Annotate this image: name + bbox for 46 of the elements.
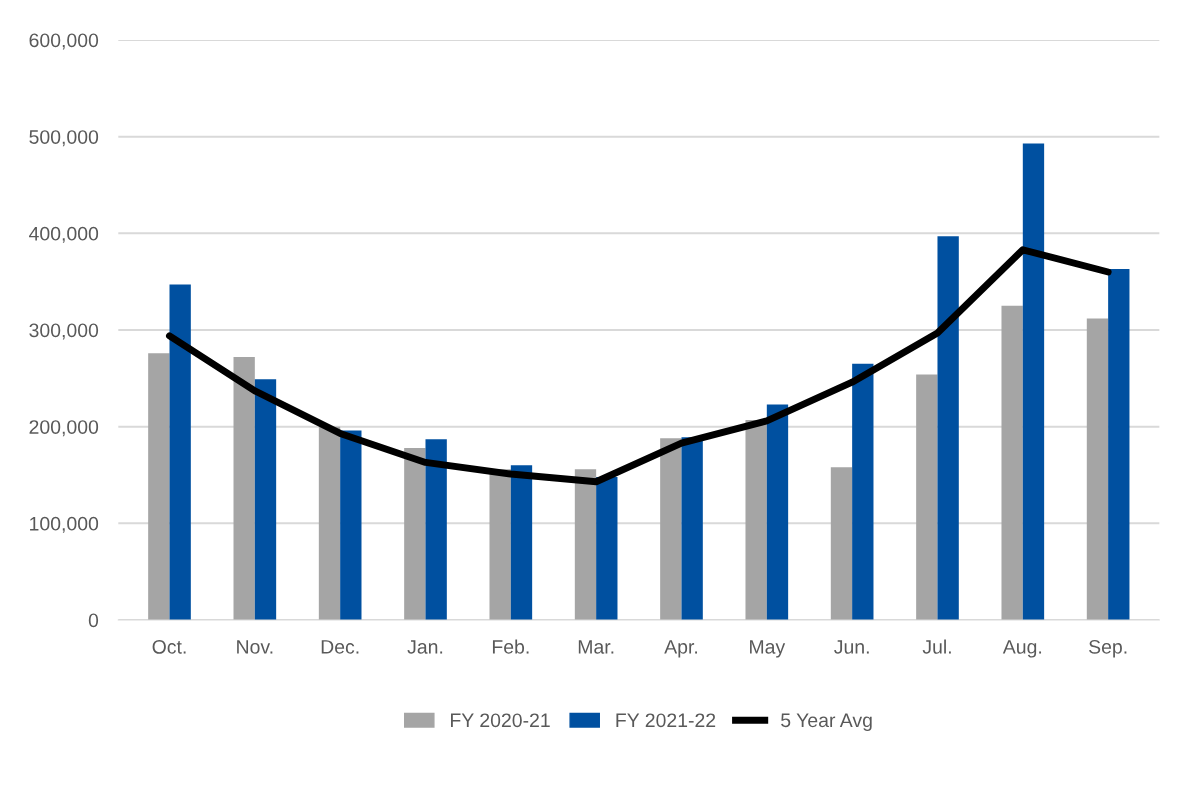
y-tick-label: 200,000 [29,420,99,437]
x-tick-label: Oct. [152,639,186,654]
bar [318,426,341,620]
bar [1001,305,1023,620]
x-tick-label: Sep. [1089,639,1127,658]
x-tick-label: Dec. [321,640,359,654]
bar [1022,143,1045,620]
bar [852,363,874,620]
bar [233,357,255,620]
bar [404,447,426,620]
bar [660,438,682,620]
y-tick-label: 500,000 [29,130,99,147]
bar [830,467,853,620]
bar [489,469,511,620]
y-tick-label: 0 [88,613,99,628]
y-tick-label: 100,000 [30,516,99,533]
x-tick-label: Nov. [237,640,273,654]
legend-label: FY 2021-22 [616,713,716,728]
bar [169,284,191,620]
y-tick-label: 300,000 [29,323,99,340]
bar [574,469,597,620]
x-tick-label: Aug. [1002,640,1042,658]
bar [1086,318,1109,620]
bar [596,476,618,620]
y-tick-label: 400,000 [29,226,99,243]
bar [681,437,703,620]
bar [340,430,362,620]
x-tick-label: Jul. [922,639,951,654]
bar [766,404,789,620]
bar [1108,269,1130,620]
bar [745,419,767,620]
x-tick-label: Jan. [407,640,443,654]
legend-label: 5 Year Avg [781,713,872,732]
x-tick-label: Mar. [578,640,614,654]
bar [254,379,277,620]
bar [148,353,170,620]
legend-label: FY 2020-21 [451,713,550,728]
x-tick-label: Feb. [492,639,529,654]
x-tick-label: May [750,640,786,658]
bar [937,236,959,620]
y-tick-label: 600,000 [29,33,99,50]
bar [425,439,447,620]
x-tick-label: Apr. [664,640,698,658]
bar [916,374,938,620]
bar [510,465,533,620]
x-tick-label: Jun. [834,640,869,654]
